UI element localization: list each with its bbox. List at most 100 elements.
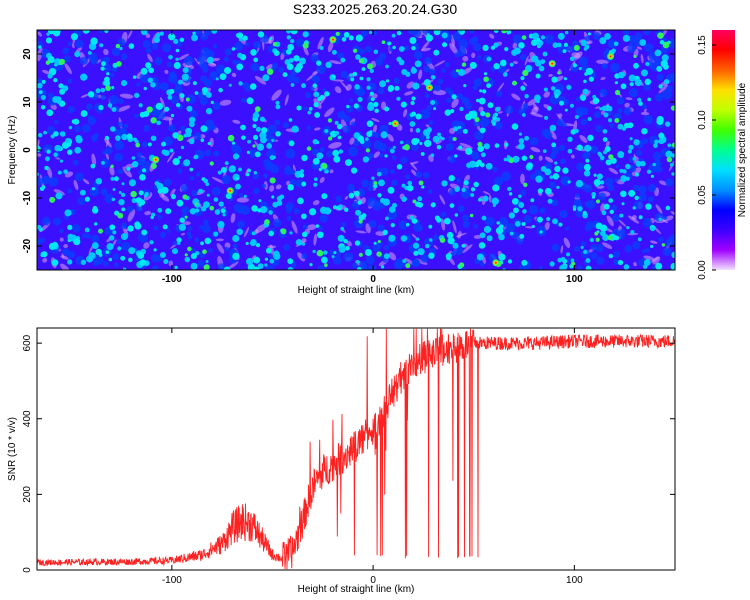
heatmap-cell	[454, 213, 459, 217]
heatmap-cell	[493, 176, 504, 186]
heatmap-cell	[241, 97, 247, 103]
heatmap-cell	[200, 138, 205, 143]
heatmap-cell	[79, 56, 88, 65]
heatmap-cell	[628, 74, 636, 82]
heatmap-cell	[245, 241, 249, 246]
heatmap-cell	[199, 97, 208, 106]
heatmap-cell	[167, 95, 173, 100]
heatmap-cell	[332, 255, 342, 265]
heatmap-cell	[596, 59, 609, 65]
heatmap-cell	[475, 98, 480, 103]
heatmap-cell	[430, 99, 436, 105]
heatmap-cell	[87, 51, 92, 55]
heatmap-cell	[479, 117, 490, 128]
heatmap-cell	[67, 149, 73, 155]
heatmap-cell	[474, 116, 480, 123]
heatmap-cell	[137, 252, 145, 259]
heatmap-cell	[77, 197, 86, 206]
heatmap-cell	[131, 197, 137, 204]
heatmap-cell	[440, 211, 447, 218]
heatmap-cell	[485, 162, 493, 170]
heatmap-cell	[384, 106, 390, 112]
heatmap-cell	[573, 51, 583, 60]
heatmap-cell	[249, 83, 257, 90]
heatmap-cell	[161, 186, 169, 194]
heatmap-cell	[607, 105, 613, 112]
x-tick-label: 0	[370, 274, 376, 285]
heatmap-cell	[658, 84, 669, 94]
heatmap-cell	[473, 234, 482, 239]
heatmap-cell	[411, 111, 417, 117]
heatmap-cell	[366, 120, 374, 127]
heatmap-cell	[511, 93, 521, 101]
heatmap-cell	[343, 115, 351, 123]
heatmap-cell	[349, 137, 355, 145]
heatmap-cell	[420, 152, 425, 156]
heatmap-cell	[105, 152, 110, 160]
heatmap-cell	[280, 228, 287, 235]
heatmap-cell	[402, 108, 408, 118]
heatmap-cell	[462, 214, 470, 222]
heatmap-cell	[623, 122, 630, 129]
heatmap-cell	[594, 267, 600, 270]
heatmap-cell	[596, 256, 605, 265]
heatmap-cell	[556, 119, 565, 127]
heatmap-cell	[46, 166, 53, 179]
heatmap-cell	[148, 67, 155, 74]
heatmap-cell	[598, 192, 607, 201]
heatmap-cell	[641, 104, 647, 110]
heatmap-cell	[549, 181, 556, 189]
heatmap-cell	[653, 151, 662, 161]
heatmap-cell	[343, 252, 354, 263]
heatmap-cell	[638, 101, 643, 106]
heatmap-cell	[103, 48, 109, 56]
heatmap-cell	[98, 104, 104, 111]
heatmap-cell	[203, 178, 209, 184]
heatmap-cell	[58, 83, 64, 89]
heatmap-cell	[585, 158, 590, 163]
heatmap-cell	[436, 144, 442, 150]
heatmap-cell	[516, 236, 524, 245]
heatmap-cell	[643, 259, 651, 266]
heatmap-cell	[658, 180, 667, 186]
heatmap-cell	[311, 74, 320, 84]
heatmap-cell	[572, 205, 577, 209]
heatmap-cell	[362, 156, 370, 163]
heatmap-cell	[343, 31, 350, 38]
heatmap-cell	[71, 43, 75, 49]
heatmap-cell	[121, 182, 125, 186]
heatmap-cell	[420, 109, 431, 120]
heatmap-cell	[128, 247, 136, 255]
heatmap-cell	[160, 82, 169, 91]
heatmap-cell	[464, 102, 473, 110]
heatmap-cell	[426, 104, 433, 111]
heatmap-cell	[137, 158, 146, 167]
heatmap-cell	[199, 60, 208, 69]
heatmap-cell	[521, 222, 526, 226]
heatmap-cell	[371, 176, 375, 180]
snr-line	[37, 328, 675, 570]
heatmap-cell	[212, 186, 221, 196]
heatmap-cell	[267, 135, 276, 144]
heatmap-cell	[376, 251, 382, 257]
heatmap-cell	[355, 230, 367, 234]
heatmap-cell	[52, 30, 61, 37]
heatmap-cell	[67, 41, 73, 46]
heatmap-cell	[366, 77, 371, 82]
heatmap-cell	[134, 92, 140, 98]
heatmap-cell	[232, 243, 238, 249]
heatmap-cell	[154, 57, 163, 66]
heatmap-cell	[210, 100, 214, 104]
heatmap-cell	[540, 59, 546, 65]
heatmap-cell	[539, 207, 546, 214]
heatmap-cell	[411, 96, 416, 101]
heatmap-cell	[75, 172, 84, 182]
heatmap-cell	[580, 245, 584, 249]
heatmap-cell	[215, 77, 219, 81]
heatmap-cell	[361, 179, 370, 188]
heatmap-cell	[166, 228, 171, 233]
heatmap-cell	[306, 72, 318, 81]
heatmap-cell	[209, 205, 215, 211]
heatmap-cell	[275, 131, 281, 137]
heatmap-cell	[235, 183, 241, 190]
